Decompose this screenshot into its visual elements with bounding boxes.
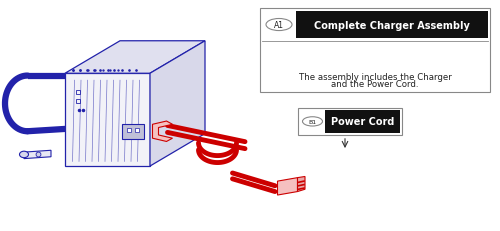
FancyBboxPatch shape [325,111,400,133]
Polygon shape [298,177,305,192]
FancyBboxPatch shape [296,12,488,39]
Polygon shape [65,42,205,74]
Ellipse shape [20,152,28,158]
Polygon shape [65,74,150,166]
Text: B1: B1 [308,119,316,124]
FancyBboxPatch shape [298,109,403,135]
Circle shape [266,19,292,31]
Text: A1: A1 [274,21,284,30]
FancyBboxPatch shape [122,124,144,139]
Polygon shape [24,151,51,159]
Text: and the Power Cord.: and the Power Cord. [331,80,419,89]
Text: Power Cord: Power Cord [331,117,394,127]
Polygon shape [150,42,205,166]
Circle shape [302,117,322,127]
FancyBboxPatch shape [260,9,490,92]
Text: The assembly includes the Charger: The assembly includes the Charger [298,72,452,81]
Polygon shape [278,178,297,195]
Text: Complete Charger Assembly: Complete Charger Assembly [314,20,470,30]
Polygon shape [152,122,172,142]
